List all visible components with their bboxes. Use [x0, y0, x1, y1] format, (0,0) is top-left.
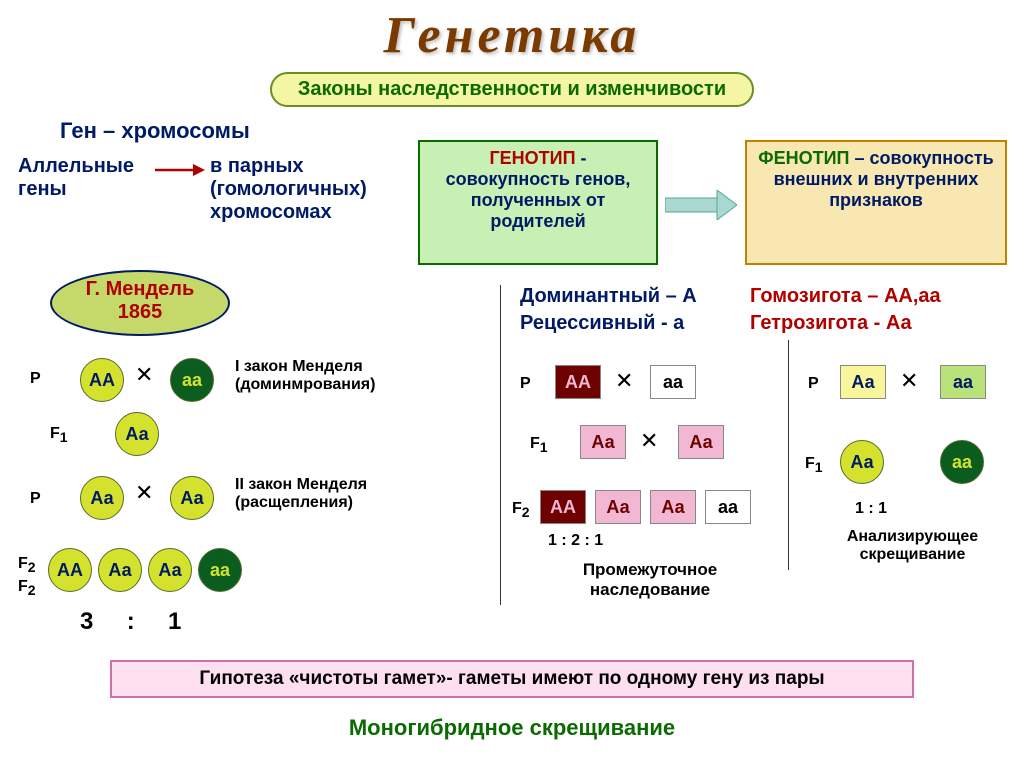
f2-label: F2 — [18, 555, 36, 575]
genotype-box-sq: АА — [555, 365, 601, 399]
genotype-box-sq: АА — [540, 490, 586, 524]
genotype-circle: Аа — [80, 476, 124, 520]
genotype-circle: аа — [940, 440, 984, 484]
f1-label: F1 — [530, 435, 548, 455]
cross-symbol: ✕ — [900, 368, 918, 394]
f2-label: F2 — [18, 578, 36, 598]
genotype-box-sq: Аа — [840, 365, 886, 399]
gene-chromosome-heading: Ген – хромосомы — [60, 118, 250, 144]
p-label: P — [520, 375, 531, 393]
hypothesis-bar: Гипотеза «чистоты гамет»- гаметы имеют п… — [110, 660, 914, 698]
law2-label: II закон Менделя(расщепления) — [235, 476, 367, 512]
genotype-circle: АА — [80, 358, 124, 402]
arrow-icon — [155, 160, 205, 180]
phenotype-title: ФЕНОТИП — [758, 148, 849, 168]
mendel-oval: Г. Мендель 1865 — [50, 270, 230, 336]
phenotype-box: ФЕНОТИП – совокупность внешних и внутрен… — [745, 140, 1007, 265]
paired-chromosomes-label: в парных(гомологичных)хромосомах — [210, 155, 410, 224]
f1-label: F1 — [805, 455, 823, 475]
genotype-box-sq: Аа — [580, 425, 626, 459]
mendel-name: Г. Мендель — [86, 278, 195, 300]
arrow-icon — [665, 190, 737, 220]
genotype-box-sq: Аа — [650, 490, 696, 524]
ratio-3-1: 3 : 1 — [80, 608, 181, 636]
genotype-circle: Аа — [840, 440, 884, 484]
heterozygote-label: Гетрозигота - Аа — [750, 312, 912, 335]
genotype-box-sq: Аа — [678, 425, 724, 459]
genotype-box: ГЕНОТИП - совокупность генов, полученных… — [418, 140, 658, 265]
genotype-circle: Аа — [170, 476, 214, 520]
ratio-121: 1 : 2 : 1 — [548, 532, 603, 550]
recessive-label: Рецессивный - а — [520, 312, 684, 335]
genotype-circle: Аа — [98, 548, 142, 592]
divider — [500, 285, 501, 605]
genotype-box-sq: аа — [705, 490, 751, 524]
f1-label: F1 — [50, 425, 68, 445]
cross-symbol: ✕ — [615, 368, 633, 394]
cross-symbol: ✕ — [135, 480, 153, 506]
genotype-circle: Аа — [148, 548, 192, 592]
genotype-box-sq: аа — [940, 365, 986, 399]
page-title: Генетика — [0, 6, 1024, 65]
monohybrid-label: Моногибридное скрещивание — [0, 715, 1024, 741]
cross-symbol: ✕ — [135, 362, 153, 388]
genotype-title: ГЕНОТИП — [489, 148, 575, 168]
genotype-circle: аа — [198, 548, 242, 592]
law1-label: I закон Менделя(доминмрования) — [235, 358, 375, 394]
subtitle-pill: Законы наследственности и изменчивости — [270, 72, 754, 107]
genotype-box-sq: Аа — [595, 490, 641, 524]
genotype-circle: АА — [48, 548, 92, 592]
p-label: P — [30, 490, 41, 508]
dominant-label: Доминантный – А — [520, 285, 697, 308]
cross-symbol: ✕ — [640, 428, 658, 454]
p-label: P — [808, 375, 819, 393]
mendel-year: 1865 — [118, 301, 163, 323]
p-label: P — [30, 370, 41, 388]
genotype-box-sq: аа — [650, 365, 696, 399]
genotype-circle: аа — [170, 358, 214, 402]
intermediate-label: Промежуточное наследование — [560, 560, 740, 600]
homozygote-label: Гомозигота – АА,аа — [750, 285, 941, 308]
ratio-11: 1 : 1 — [855, 500, 887, 518]
genotype-circle: Аа — [115, 412, 159, 456]
f2-label: F2 — [512, 500, 530, 520]
divider — [788, 340, 789, 570]
analyzing-label: Анализирующее скрещивание — [815, 528, 1010, 564]
